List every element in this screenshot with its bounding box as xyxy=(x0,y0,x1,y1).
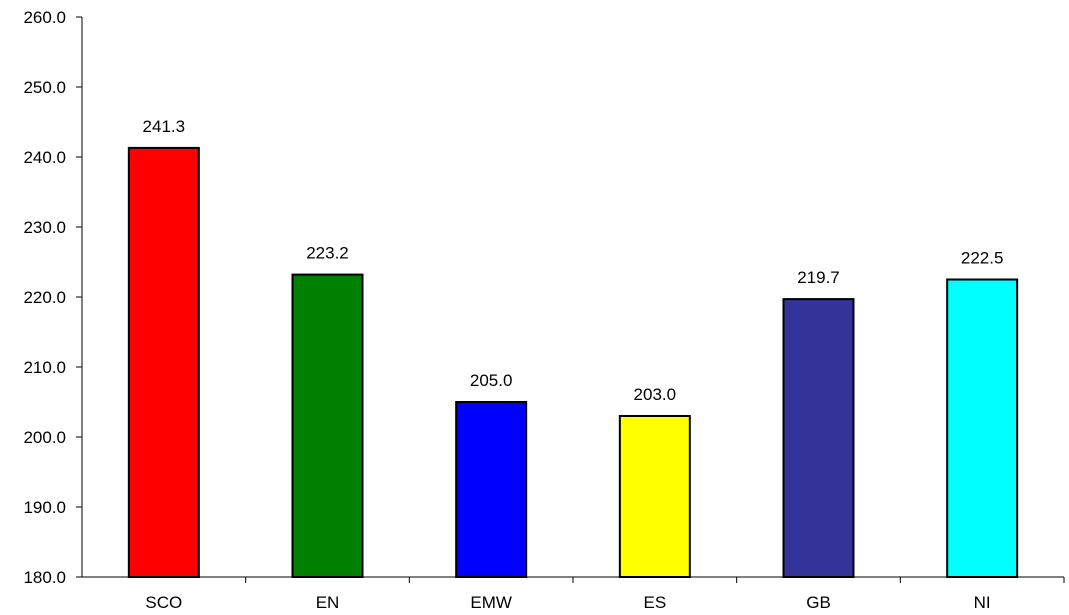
x-tick-label-gb: GB xyxy=(806,593,831,612)
bars xyxy=(127,146,1019,578)
value-labels: 241.3 223.2 205.0 203.0 219.7 222.5 xyxy=(143,117,1004,404)
bar-emw xyxy=(455,401,528,578)
value-label-emw: 205.0 xyxy=(470,371,513,390)
bar-ni xyxy=(946,278,1019,578)
bar-sco xyxy=(127,146,200,578)
y-tick-label: 180.0 xyxy=(23,568,66,587)
value-label-ni: 222.5 xyxy=(961,249,1004,268)
y-tick-label: 240.0 xyxy=(23,148,66,167)
x-tick-label-es: ES xyxy=(643,593,666,612)
x-tick-label-en: EN xyxy=(316,593,340,612)
y-axis: 180.0 190.0 200.0 210.0 220.0 230.0 240.0 250.0… xyxy=(23,8,83,587)
y-tick-label: 200.0 xyxy=(23,428,66,447)
bar-es xyxy=(618,415,691,578)
value-label-en: 223.2 xyxy=(306,244,349,263)
x-tick-label-sco: SCO xyxy=(145,593,182,612)
value-label-gb: 219.7 xyxy=(797,268,840,287)
bar-en xyxy=(291,273,364,578)
x-axis: SCO EN EMW ES GB NI xyxy=(82,576,1065,612)
y-tick-label: 260.0 xyxy=(23,8,66,27)
x-tick-label-ni: NI xyxy=(974,593,991,612)
bar-gb xyxy=(782,298,855,578)
y-tick-label: 190.0 xyxy=(23,498,66,517)
y-tick-label: 220.0 xyxy=(23,288,66,307)
y-tick-label: 230.0 xyxy=(23,218,66,237)
x-tick-label-emw: EMW xyxy=(470,593,512,612)
y-tick-label: 210.0 xyxy=(23,358,66,377)
value-label-sco: 241.3 xyxy=(143,117,186,136)
y-tick-label: 250.0 xyxy=(23,78,66,97)
value-label-es: 203.0 xyxy=(634,385,677,404)
